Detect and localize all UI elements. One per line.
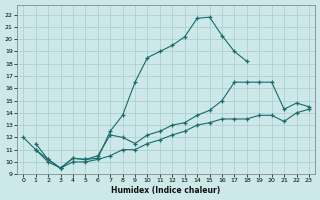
X-axis label: Humidex (Indice chaleur): Humidex (Indice chaleur) (111, 186, 221, 195)
